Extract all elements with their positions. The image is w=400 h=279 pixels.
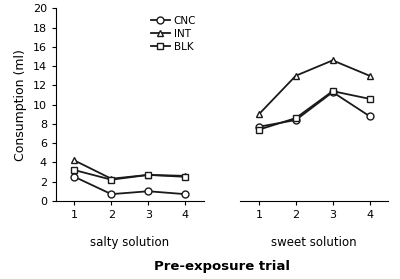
BLK	[367, 97, 372, 100]
Line: BLK: BLK	[71, 167, 188, 183]
CNC	[146, 190, 151, 193]
BLK	[330, 90, 335, 93]
INT	[256, 112, 261, 116]
BLK	[146, 173, 151, 177]
CNC	[183, 193, 188, 196]
Line: INT: INT	[71, 157, 188, 182]
CNC	[330, 90, 335, 94]
CNC	[256, 125, 261, 128]
BLK	[256, 128, 261, 131]
CNC	[293, 118, 298, 122]
BLK	[183, 175, 188, 179]
Line: CNC: CNC	[71, 173, 188, 198]
Text: Pre-exposure trial: Pre-exposure trial	[154, 260, 290, 273]
INT	[330, 59, 335, 62]
INT	[72, 159, 77, 162]
Line: INT: INT	[256, 57, 373, 118]
Y-axis label: Consumption (ml): Consumption (ml)	[14, 49, 27, 160]
INT	[146, 173, 151, 177]
Line: BLK: BLK	[256, 88, 373, 133]
CNC	[109, 193, 114, 196]
BLK	[109, 178, 114, 181]
INT	[367, 74, 372, 77]
INT	[183, 174, 188, 177]
Text: sweet solution: sweet solution	[272, 235, 357, 249]
INT	[109, 177, 114, 181]
Line: CNC: CNC	[256, 89, 373, 130]
CNC	[72, 175, 77, 179]
INT	[293, 74, 298, 77]
Legend: CNC, INT, BLK: CNC, INT, BLK	[149, 14, 198, 54]
BLK	[72, 169, 77, 172]
Text: salty solution: salty solution	[90, 235, 169, 249]
CNC	[367, 114, 372, 118]
BLK	[293, 116, 298, 120]
